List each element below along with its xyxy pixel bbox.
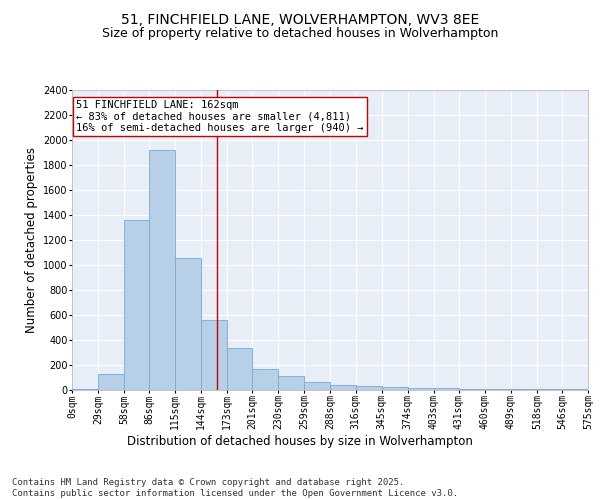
- Bar: [331, 385, 356, 390]
- Bar: [149, 150, 175, 390]
- Bar: [356, 386, 382, 390]
- Bar: [175, 258, 201, 390]
- Text: 51, FINCHFIELD LANE, WOLVERHAMPTON, WV3 8EE: 51, FINCHFIELD LANE, WOLVERHAMPTON, WV3 …: [121, 12, 479, 26]
- Bar: [304, 382, 331, 390]
- Bar: [407, 388, 434, 390]
- Bar: [253, 369, 278, 390]
- Bar: [98, 374, 124, 390]
- Bar: [201, 320, 227, 390]
- Y-axis label: Number of detached properties: Number of detached properties: [25, 147, 38, 333]
- Text: Contains HM Land Registry data © Crown copyright and database right 2025.
Contai: Contains HM Land Registry data © Crown c…: [12, 478, 458, 498]
- Bar: [278, 376, 304, 390]
- Bar: [72, 389, 98, 390]
- Bar: [434, 388, 459, 390]
- Text: Size of property relative to detached houses in Wolverhampton: Size of property relative to detached ho…: [102, 28, 498, 40]
- Bar: [124, 220, 149, 390]
- Text: 51 FINCHFIELD LANE: 162sqm
← 83% of detached houses are smaller (4,811)
16% of s: 51 FINCHFIELD LANE: 162sqm ← 83% of deta…: [76, 100, 364, 133]
- Text: Distribution of detached houses by size in Wolverhampton: Distribution of detached houses by size …: [127, 435, 473, 448]
- Bar: [382, 387, 407, 390]
- Bar: [227, 348, 253, 390]
- Bar: [562, 389, 588, 390]
